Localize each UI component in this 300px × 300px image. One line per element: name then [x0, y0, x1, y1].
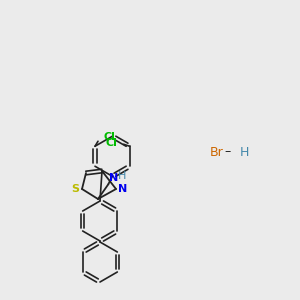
Text: –: –	[225, 146, 231, 158]
Text: N: N	[118, 184, 127, 194]
Text: H: H	[240, 146, 249, 158]
Text: Br: Br	[210, 146, 224, 158]
Text: N: N	[109, 173, 119, 183]
Text: H: H	[118, 171, 127, 181]
Text: Cl: Cl	[106, 138, 118, 148]
Text: S: S	[71, 184, 79, 194]
Text: Cl: Cl	[103, 132, 115, 142]
